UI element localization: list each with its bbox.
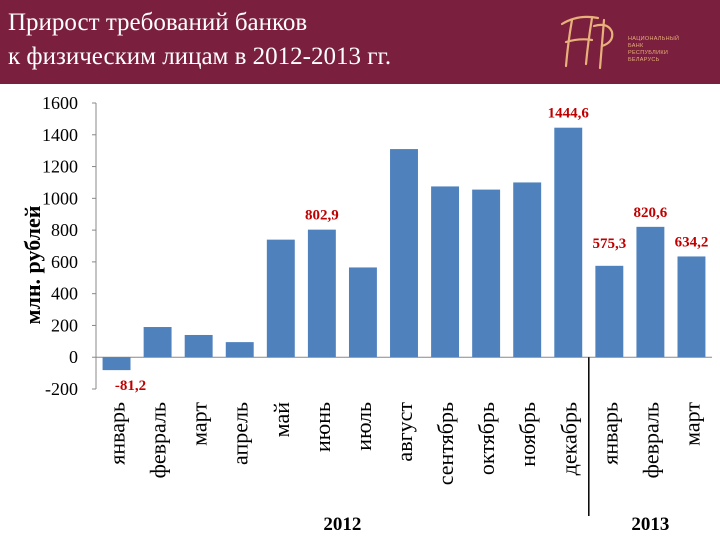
logo-text-line-1: НАЦИОНАЛЬНЫЙ (628, 34, 679, 42)
category-label: июнь (310, 402, 335, 452)
bar (348, 267, 377, 358)
year-group-label: 2013 (631, 514, 669, 535)
header-banner: Прирост требований банков к физическим л… (0, 0, 720, 84)
bar (595, 265, 624, 358)
category-label: май (269, 402, 294, 438)
bar (143, 327, 172, 358)
y-axis-label: млн. рублей (20, 205, 45, 324)
category-label: ноябрь (515, 402, 540, 467)
bar-chart: млн. рублей -200 0 200 400 600 800 1000 1200 140… (20, 93, 712, 535)
slide-title: Прирост требований банков к физическим л… (8, 6, 391, 74)
bar (513, 182, 542, 358)
logo-text-line-4: БЕЛАРУСЬ (628, 57, 660, 63)
category-label: январь (105, 402, 130, 465)
bar (636, 226, 665, 358)
data-label: 1444,6 (548, 106, 590, 122)
bank-logo: НАЦИОНАЛЬНЫЙ БАНК РЕСПУБЛИКИ БЕЛАРУСЬ (560, 15, 679, 70)
year-group-label: 2012 (323, 514, 361, 535)
bar (184, 334, 213, 358)
data-label: 634,2 (675, 234, 709, 250)
bar (431, 186, 460, 358)
category-label: март (679, 402, 704, 446)
bar (225, 342, 254, 358)
category-label: июль (351, 402, 376, 451)
title-line-1: Прирост требований банков (8, 9, 308, 36)
title-line-2: к физическим лицам в 2012-2013 гг. (8, 43, 392, 70)
category-label: февраль (638, 402, 663, 478)
logo-monogram-icon (560, 15, 614, 70)
y-tick-label: 1600 (42, 93, 78, 113)
y-tick-label: 1000 (42, 188, 78, 208)
category-label: апрель (228, 402, 253, 465)
bar (472, 189, 501, 358)
bar (102, 357, 131, 371)
bar (307, 229, 336, 358)
category-label: январь (597, 402, 622, 465)
bar (677, 256, 706, 358)
y-tick-label: -200 (45, 379, 78, 399)
y-tick-label: 0 (69, 347, 78, 367)
data-label: 575,3 (592, 236, 626, 252)
category-label: сентябрь (433, 402, 458, 485)
y-tick-label: 400 (51, 284, 78, 304)
y-tick-label: 1400 (42, 125, 78, 145)
category-label: август (392, 402, 417, 462)
bar (266, 239, 295, 358)
bar (390, 149, 418, 358)
bar (554, 127, 583, 358)
logo-text-line-2: БАНК (628, 43, 644, 49)
data-label: -81,2 (115, 378, 146, 394)
logo-text-line-3: РЕСПУБЛИКИ (628, 50, 668, 56)
category-label: октябрь (474, 402, 499, 475)
category-label: март (187, 402, 212, 446)
data-label: 820,6 (634, 205, 668, 221)
y-tick-label: 600 (51, 252, 78, 272)
y-tick-label: 200 (51, 315, 78, 335)
category-label: февраль (146, 402, 171, 478)
category-label: декабрь (556, 402, 581, 475)
y-tick-label: 800 (51, 220, 78, 240)
y-tick-label: 1200 (42, 157, 78, 177)
data-label: 802,9 (305, 208, 339, 224)
